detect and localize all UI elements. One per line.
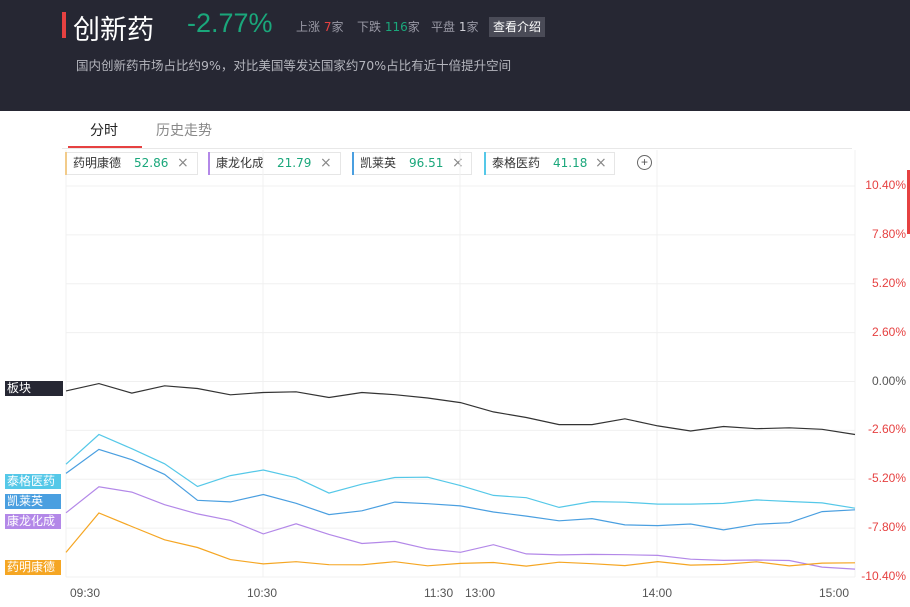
x-tick-label: 11:30 [424, 586, 454, 600]
stock-chip-kanglong[interactable]: 康龙化成 21.79 × [208, 152, 341, 175]
sector-title: 创新药 [73, 15, 154, 46]
y-tick-label: -5.20% [867, 471, 906, 486]
plus-circle-icon[interactable]: + [637, 155, 652, 170]
change-percent: -2.77% [187, 8, 273, 38]
chip-color-bar [208, 152, 210, 175]
up-count: 7 [323, 20, 332, 34]
series-tag-kanglong: 康龙化成 [5, 514, 61, 529]
down-count: 116 [384, 20, 408, 34]
close-icon[interactable]: × [320, 155, 332, 171]
chip-name: 药明康德 [73, 156, 122, 170]
series-tag-taige: 泰格医药 [5, 474, 61, 489]
chip-price: 52.86 [134, 156, 169, 170]
flat-count: 1 [458, 20, 467, 34]
chip-color-bar [484, 152, 486, 175]
chip-price: 21.79 [277, 156, 312, 170]
y-tick-label: 7.80% [871, 226, 906, 241]
close-icon[interactable]: × [452, 155, 464, 171]
series-line-1 [65, 433, 856, 509]
y-tick-label: 10.40% [865, 178, 906, 192]
x-tick-label: 10:30 [247, 586, 278, 600]
down-label: 下跌 [357, 20, 382, 34]
up-unit: 家 [331, 20, 344, 34]
series-tag-board: 板块 [5, 381, 63, 396]
y-tick-label: -7.80% [867, 520, 906, 535]
view-intro-button[interactable]: 查看介绍 [489, 17, 546, 37]
chip-name: 泰格医药 [492, 156, 541, 170]
title-accent-bar [62, 12, 66, 38]
stock-chip-yaoming[interactable]: 药明康德 52.86 × [65, 152, 198, 175]
tab-history[interactable]: 历史走势 [156, 123, 212, 139]
up-label: 上涨 [296, 20, 321, 34]
series-tag-yaoming: 药明康德 [5, 560, 61, 575]
series-line-0 [65, 382, 856, 436]
chip-name: 凯莱英 [360, 156, 397, 170]
up-count-stat: 上涨 7家 [296, 18, 344, 35]
flat-count-stat: 平盘 1家 [431, 18, 479, 35]
tab-divider [62, 148, 852, 149]
flat-unit: 家 [466, 20, 479, 34]
sector-description: 国内创新药市场占比约9%，对比美国等发达国家约70%占比有近十倍提升空间 [76, 58, 512, 73]
x-tick-label: 15:00 [819, 586, 850, 600]
flat-label: 平盘 [431, 20, 456, 34]
stock-chip-taige[interactable]: 泰格医药 41.18 × [484, 152, 615, 175]
chip-price: 41.18 [553, 156, 588, 170]
y-tick-label: 0.00% [871, 373, 906, 388]
y-tick-label: 5.20% [871, 275, 906, 290]
series-line-3 [65, 486, 856, 570]
active-tab-underline [68, 146, 142, 148]
close-icon[interactable]: × [177, 155, 189, 171]
x-tick-label: 13:00 [465, 586, 496, 600]
y-tick-label: -10.40% [861, 569, 906, 583]
series-tag-kailaiying: 凯莱英 [5, 494, 61, 509]
x-tick-label: 14:00 [642, 586, 673, 600]
chip-name: 康龙化成 [216, 156, 265, 170]
y-tick-label: -2.60% [867, 422, 906, 437]
chip-price: 96.51 [409, 156, 444, 170]
series-line-4 [65, 512, 856, 567]
chip-color-bar [352, 152, 354, 175]
scroll-indicator[interactable] [907, 170, 910, 234]
series-line-2 [65, 448, 856, 531]
close-icon[interactable]: × [595, 155, 607, 171]
x-tick-label: 09:30 [70, 586, 101, 600]
down-count-stat: 下跌 116家 [357, 18, 420, 35]
y-tick-label: 2.60% [871, 324, 906, 339]
stock-chip-kailaiying[interactable]: 凯莱英 96.51 × [352, 152, 472, 175]
header-panel: 创新药 -2.77% 上涨 7家 下跌 116家 平盘 1家 查看介绍 国内创新… [0, 0, 910, 111]
down-unit: 家 [407, 20, 420, 34]
tab-intraday[interactable]: 分时 [90, 123, 118, 139]
